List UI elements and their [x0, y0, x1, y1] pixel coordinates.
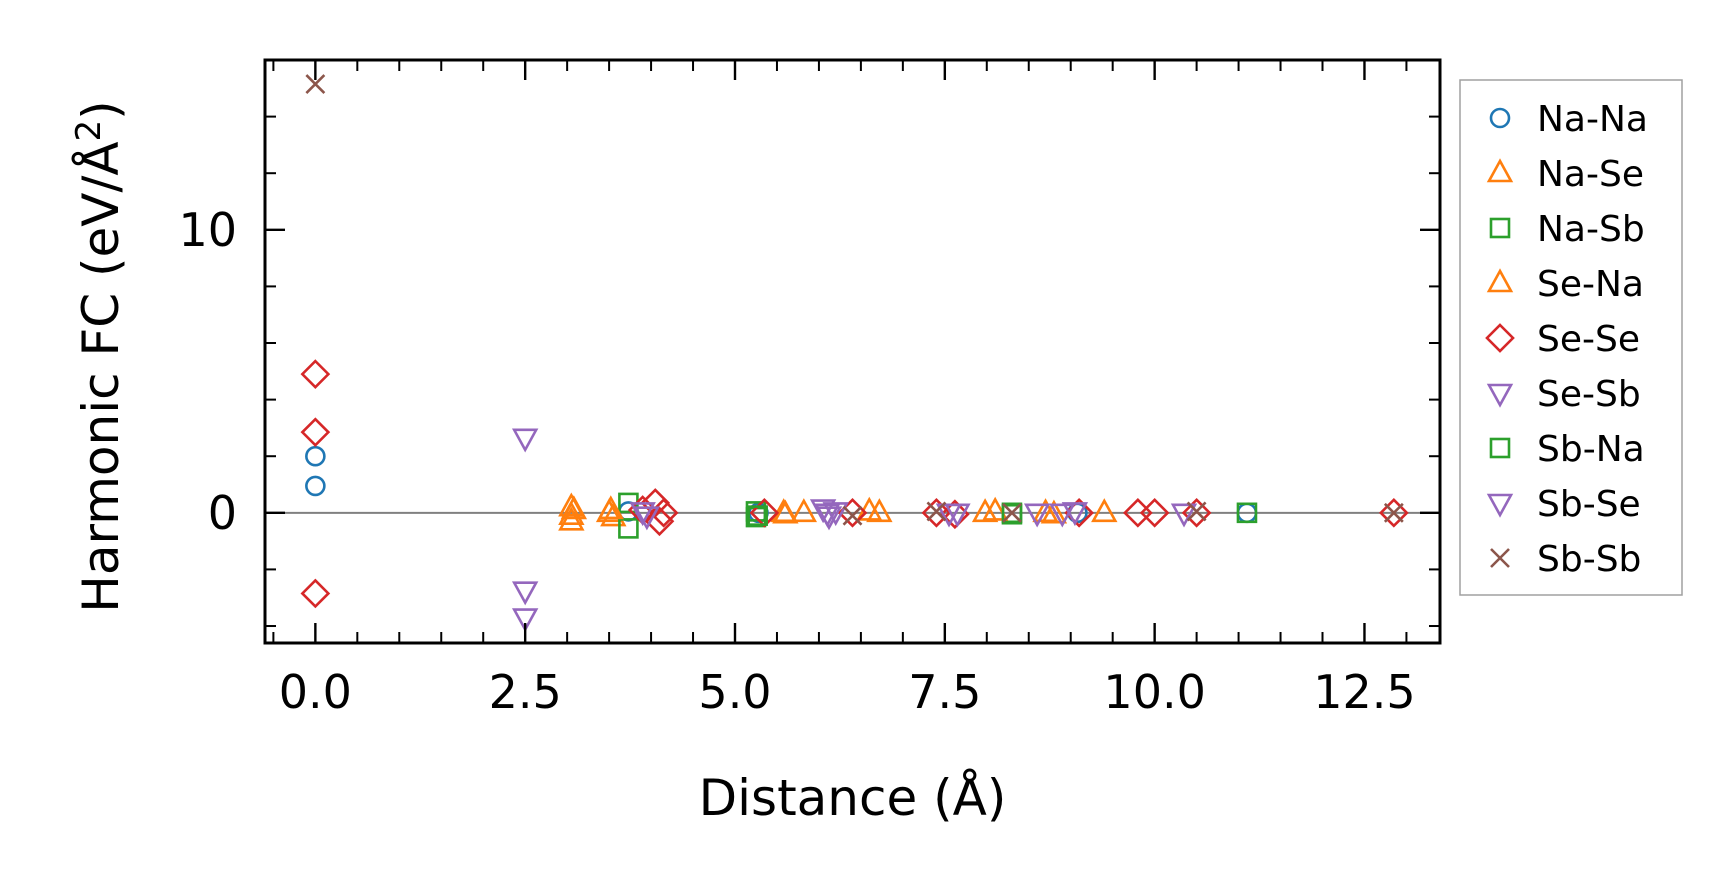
legend-marker — [1486, 383, 1514, 408]
data-point — [511, 608, 539, 633]
data-point — [1049, 503, 1076, 528]
y-tick-label: 0 — [208, 486, 237, 540]
legend-marker — [1489, 107, 1511, 129]
data-point — [597, 495, 624, 520]
data-point — [1023, 503, 1051, 528]
legend-entry: Se-Sb — [1486, 374, 1641, 415]
plot-frame — [263, 58, 1442, 645]
data-point — [300, 359, 331, 389]
data-point — [940, 499, 970, 530]
data-point — [921, 497, 952, 528]
data-point — [511, 428, 539, 453]
data-point — [1061, 502, 1089, 527]
legend-entry: Sb-Sb — [1490, 539, 1641, 580]
data-point — [1032, 498, 1059, 523]
data-point — [1002, 502, 1022, 523]
x-tick-label: 2.5 — [489, 665, 562, 719]
x-tick-label: 7.5 — [908, 665, 981, 719]
data-point — [1186, 501, 1207, 522]
data-point — [1139, 497, 1170, 528]
data-point — [629, 502, 656, 527]
legend-marker — [1486, 268, 1514, 293]
series-se-sb — [511, 428, 1198, 633]
legend-entry: Na-Na — [1489, 99, 1648, 140]
data-point — [558, 506, 585, 531]
series-sb-se — [633, 502, 1089, 531]
data-point — [1001, 503, 1023, 525]
legend-label: Na-Sb — [1537, 209, 1645, 250]
legend-label: Se-Se — [1537, 319, 1640, 360]
legend-entry: Na-Sb — [1489, 209, 1645, 250]
data-point — [981, 496, 1009, 521]
legend-label: Sb-Se — [1537, 484, 1641, 525]
data-point — [305, 74, 326, 94]
legend-label: Sb-Na — [1537, 429, 1645, 470]
x-axis-label: Distance (Å) — [699, 769, 1007, 827]
data-point — [644, 506, 675, 537]
legend-marker — [1489, 437, 1511, 459]
data-point — [560, 495, 588, 520]
x-tick-label: 0.0 — [279, 665, 352, 719]
data-point — [747, 505, 768, 526]
data-point — [1236, 502, 1258, 524]
x-tick-label: 10.0 — [1103, 665, 1205, 719]
series-se-se — [300, 359, 1409, 609]
data-point — [305, 475, 326, 497]
data-point — [822, 502, 849, 527]
data-point — [1383, 502, 1404, 523]
legend-label: Na-Na — [1537, 99, 1648, 140]
data-point — [511, 581, 539, 606]
data-point — [790, 498, 818, 523]
data-point — [1181, 497, 1212, 528]
legend-entry: Sb-Na — [1489, 429, 1645, 470]
data-point — [300, 417, 331, 447]
data-point — [1040, 499, 1068, 524]
data-point — [1170, 503, 1198, 528]
legend-label: Se-Na — [1537, 264, 1644, 305]
legend-marker — [1486, 158, 1514, 183]
legend-entry: Na-Se — [1486, 154, 1644, 195]
series-se-na — [560, 495, 1068, 524]
legend-marker — [1485, 323, 1515, 353]
data-point — [772, 499, 799, 524]
series-sb-na — [747, 503, 1023, 526]
data-point — [1091, 498, 1118, 523]
data-point — [866, 498, 893, 523]
series-sb-sb — [305, 74, 1404, 526]
y-axis-label: Harmonic FC (eV/Å2) — [69, 100, 130, 612]
legend-marker — [1490, 548, 1510, 568]
data-point — [305, 445, 326, 467]
x-tick-label: 12.5 — [1313, 665, 1415, 719]
data-point — [814, 503, 841, 528]
data-point — [633, 506, 661, 531]
legend-label: Na-Se — [1537, 154, 1644, 195]
legend-entry: Se-Na — [1486, 264, 1644, 305]
data-point — [618, 518, 639, 539]
x-tick-label: 5.0 — [698, 665, 771, 719]
legend-label: Se-Sb — [1537, 374, 1641, 415]
legend-marker — [1489, 217, 1511, 239]
data-point — [944, 503, 971, 528]
legend-label: Sb-Sb — [1537, 539, 1641, 580]
data-point — [300, 578, 331, 609]
data-point — [1379, 497, 1409, 528]
data-point — [842, 505, 863, 526]
legend-marker — [1486, 493, 1514, 518]
legend-entry: Sb-Se — [1486, 484, 1641, 525]
y-tick-label: 10 — [178, 203, 237, 257]
legend-entry: Se-Se — [1485, 319, 1640, 360]
data-point — [926, 501, 947, 522]
data-point — [971, 498, 999, 523]
